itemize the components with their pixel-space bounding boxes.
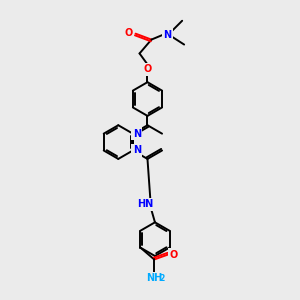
Text: O: O — [124, 28, 133, 38]
Text: N: N — [133, 146, 141, 155]
Text: HN: HN — [137, 200, 153, 209]
Text: 2: 2 — [160, 274, 165, 283]
Text: O: O — [170, 250, 178, 260]
Text: N: N — [133, 129, 141, 139]
Text: NH: NH — [146, 273, 162, 283]
Text: N: N — [163, 30, 171, 40]
Text: O: O — [143, 64, 152, 74]
